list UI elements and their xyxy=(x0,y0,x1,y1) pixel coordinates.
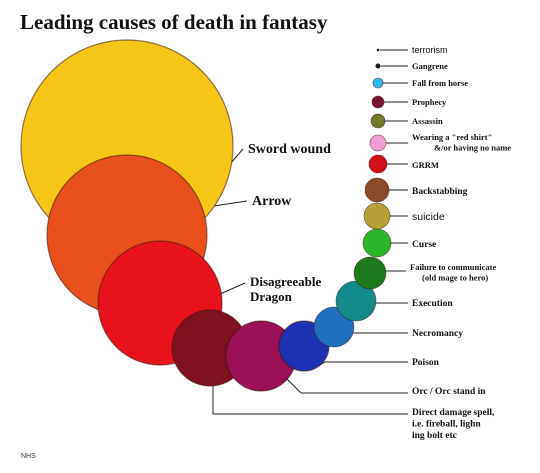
bubble-curse xyxy=(362,228,392,258)
label-necromancy: Necromancy xyxy=(412,329,463,339)
connector-disagreeable-dragon xyxy=(217,282,246,296)
label-execution: Execution xyxy=(412,299,453,309)
label-prophecy: Prophecy xyxy=(412,97,447,107)
label-poison: Poison xyxy=(412,358,440,368)
bubble-failure-to-communicate-old-mage-to-hero xyxy=(353,256,387,290)
label-sword-wound: Sword wound xyxy=(248,142,331,157)
bubble-wearing-a-red-shirt-or-having-no-name xyxy=(369,134,387,152)
connector-orc-orc-stand-in xyxy=(285,377,408,394)
bubble-gangrene xyxy=(375,63,381,69)
connector-poison xyxy=(315,361,408,368)
label-grrm: GRRM xyxy=(412,160,439,170)
bubble-assassin xyxy=(370,113,386,129)
label-arrow: Arrow xyxy=(252,194,292,209)
label-gangrene: Gangrene xyxy=(412,61,448,71)
label-suicide: suicide xyxy=(412,211,445,223)
chart-title: Leading causes of death in fantasy xyxy=(20,10,328,34)
label-terrorism: terrorism xyxy=(412,45,448,55)
label-direct-damage-spell-i-e-fireball-lighnin: Direct damage spell, i.e. fireball, lighn… xyxy=(412,408,495,441)
bubble-grrm xyxy=(368,154,388,174)
label-disagreeable-dragon: Disagreeable Dragon xyxy=(250,274,321,304)
bubble-backstabbing xyxy=(364,177,390,203)
label-orc-orc-stand-in: Orc / Orc stand in xyxy=(412,387,486,397)
bubbles xyxy=(20,39,392,392)
label-curse: Curse xyxy=(412,240,436,250)
bubble-prophecy xyxy=(371,95,385,109)
connector-direct-damage-spell-i-e-fireball-lighnin xyxy=(212,385,408,415)
footer-credit: NHS xyxy=(21,453,36,460)
label-failure-to-communicate-old-mage-to-hero: Failure to communicate (old mage to hero) xyxy=(410,262,496,283)
label-wearing-a-red-shirt-or-having-no-name: Wearing a "red shirt" &/or having no name xyxy=(412,132,511,153)
bubble-suicide xyxy=(363,202,391,230)
bubble-labels: Sword wound Arrow Disagreeable Dragon Direct… xyxy=(248,45,511,441)
bubble-fall-from-horse xyxy=(372,77,384,89)
label-assassin: Assassin xyxy=(412,116,443,126)
label-fall-from-horse: Fall from horse xyxy=(412,78,468,88)
label-backstabbing: Backstabbing xyxy=(412,187,468,197)
bubble-terrorism xyxy=(376,48,380,52)
